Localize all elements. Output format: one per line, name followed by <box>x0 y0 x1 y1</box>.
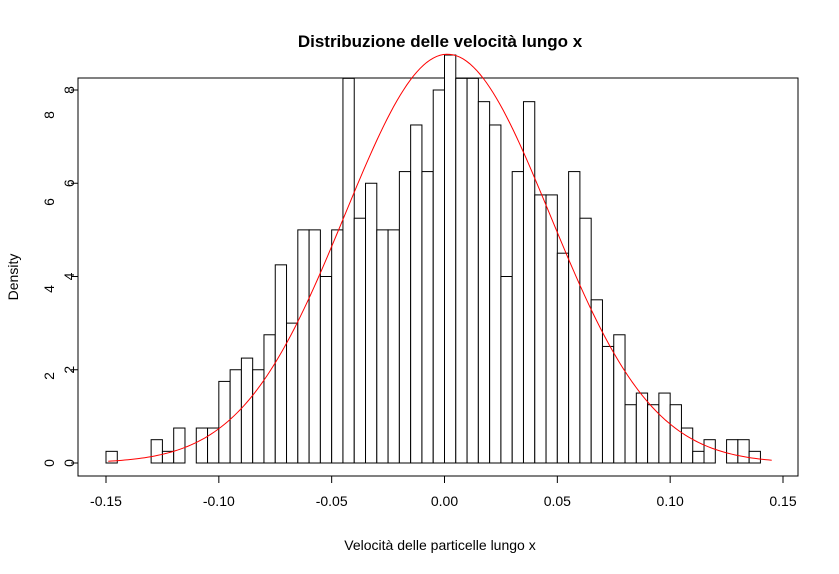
y-axis-label: Density <box>5 254 21 301</box>
x-axis-label: Velocità delle particelle lungo x <box>344 537 535 553</box>
histogram-bar <box>387 229 400 464</box>
histogram-bar <box>680 427 694 464</box>
x-axis: -0.15 -0.10 -0.05 0.00 0.05 0.10 0.15 <box>90 475 797 509</box>
histogram-bar <box>635 392 649 464</box>
histogram-bar <box>331 229 344 464</box>
y-tick-label: 4 <box>41 285 57 293</box>
histogram-bar <box>601 345 615 464</box>
histogram-bar <box>647 404 660 464</box>
histogram-bar <box>703 439 716 464</box>
histogram-bar <box>534 194 547 464</box>
histogram-bar <box>556 252 570 464</box>
histogram-bar <box>477 101 491 464</box>
histogram-bar <box>342 77 355 464</box>
histogram-bar <box>240 357 254 464</box>
bars-group <box>105 54 761 464</box>
histogram-bar <box>658 392 671 464</box>
x-tick-label: 0.00 <box>431 493 458 509</box>
x-tick-label: -0.10 <box>203 493 235 509</box>
histogram-bar <box>624 404 637 464</box>
histogram-bar <box>319 276 333 464</box>
histogram-bar <box>365 182 378 464</box>
y-tick-label: 0 <box>61 459 77 467</box>
density-curve <box>108 53 772 462</box>
y-tick-label: 6 <box>61 179 77 187</box>
histogram-bar <box>376 229 389 464</box>
histogram-bar <box>308 229 321 464</box>
histogram-bar <box>286 322 299 464</box>
histogram-bar <box>500 276 513 464</box>
y-tick-label: 4 <box>61 272 77 280</box>
histogram-bar <box>150 439 163 464</box>
y-tick-label: 6 <box>41 198 57 206</box>
histogram-bar <box>353 217 367 464</box>
y-tick-label: 8 <box>61 86 77 94</box>
histogram-bar <box>511 171 524 464</box>
histogram-bar <box>455 77 468 464</box>
histogram-bar <box>590 299 603 464</box>
histogram-bar <box>432 89 446 464</box>
histogram-bar <box>297 229 310 464</box>
y-tick-label: 0 <box>41 459 57 467</box>
x-tick-label: -0.05 <box>316 493 348 509</box>
histogram-bar <box>263 334 276 464</box>
histogram-bar <box>105 450 118 464</box>
x-tick-label: 0.05 <box>544 493 571 509</box>
y-tick-label: 2 <box>41 372 57 380</box>
histogram-bar <box>669 404 682 464</box>
histogram-bar <box>568 171 581 464</box>
histogram-bar <box>545 194 558 464</box>
histogram-bar <box>579 217 592 464</box>
histogram-bar <box>398 171 412 464</box>
histogram-bar <box>726 439 739 464</box>
chart-title: Distribuzione delle velocità lungo x <box>298 32 583 51</box>
histogram-bar <box>444 54 457 464</box>
histogram-bar <box>218 380 231 464</box>
y-tick-label: 2 <box>61 366 77 374</box>
histogram-bar <box>692 450 705 464</box>
histogram-bar <box>252 369 265 464</box>
histogram-bar <box>466 77 479 464</box>
histogram-bar <box>737 439 750 464</box>
histogram-bar <box>173 427 186 464</box>
histogram-bar <box>489 124 502 464</box>
histogram-bar <box>421 171 434 464</box>
histogram-bar <box>410 124 423 464</box>
x-tick-label: 0.10 <box>657 493 684 509</box>
x-tick-label: -0.15 <box>90 493 122 509</box>
histogram-bar <box>195 427 209 464</box>
histogram-bar <box>613 334 626 464</box>
histogram-bar <box>229 369 242 464</box>
y-tick-label: 8 <box>41 111 57 119</box>
histogram-bar <box>274 264 288 464</box>
x-tick-label: 0.15 <box>769 493 796 509</box>
histogram-bar <box>748 450 761 464</box>
